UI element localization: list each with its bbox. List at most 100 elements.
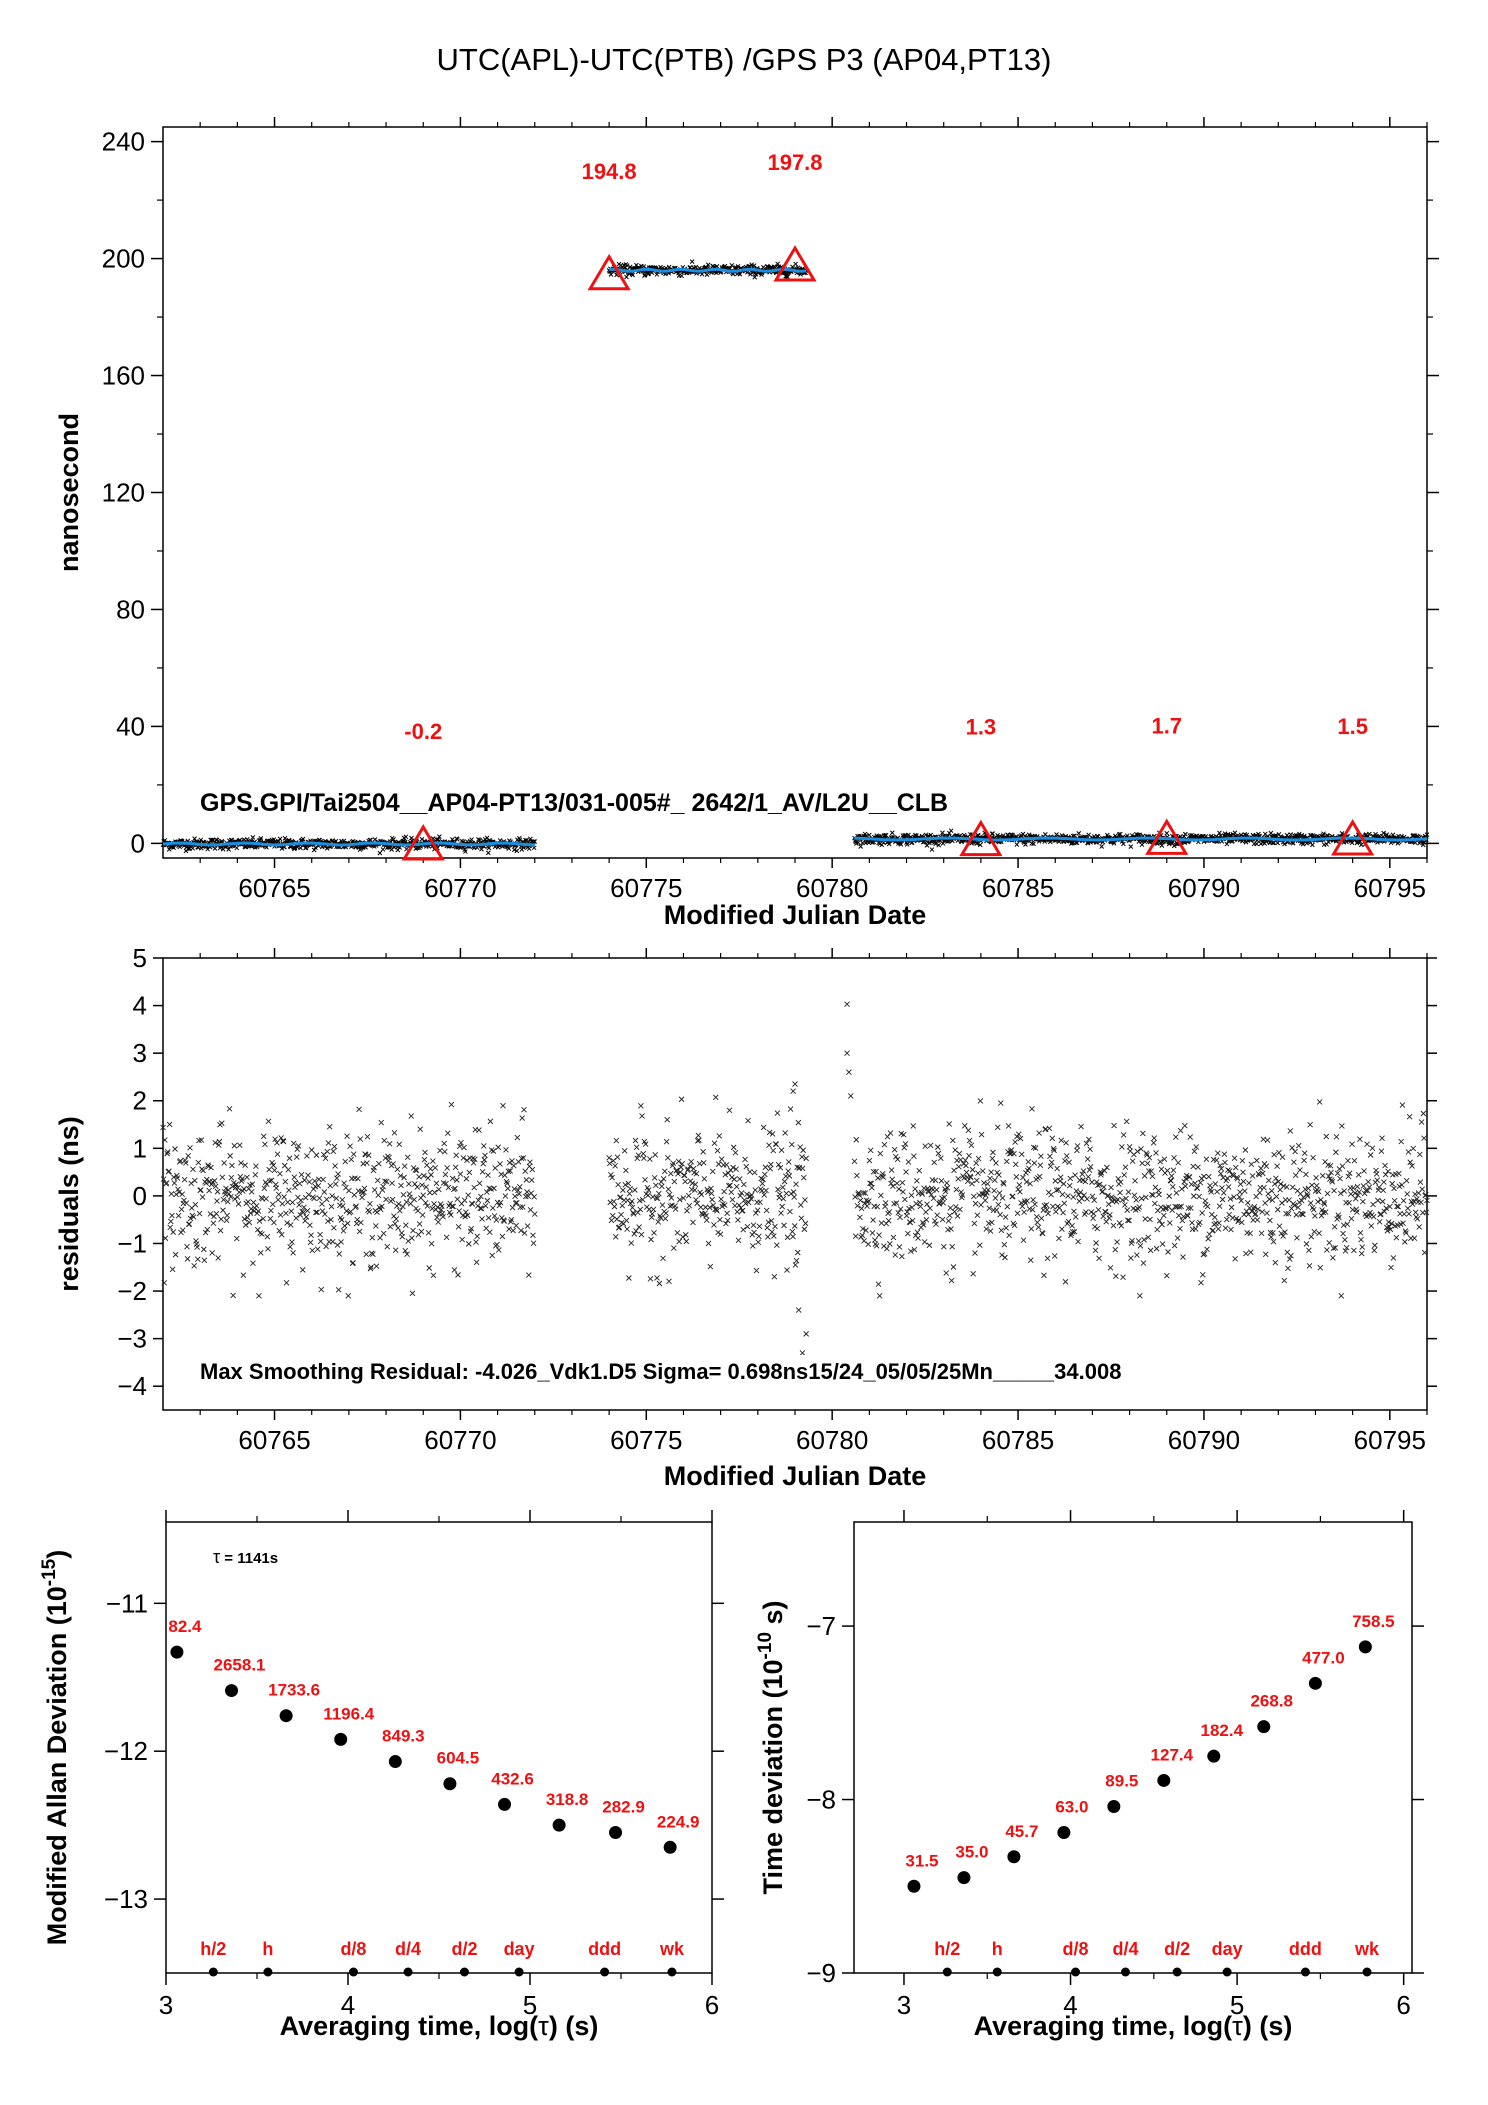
residual-point bbox=[666, 1191, 673, 1198]
residual-point bbox=[322, 1155, 329, 1162]
residual-point bbox=[1385, 1219, 1392, 1225]
residual-point bbox=[431, 1189, 438, 1196]
residual-point bbox=[1227, 1196, 1234, 1202]
residual-point bbox=[687, 1163, 693, 1169]
residual-point bbox=[383, 1178, 390, 1185]
residual-point bbox=[709, 1168, 716, 1175]
residual-point bbox=[344, 1220, 351, 1227]
annotation-background bbox=[195, 1355, 1255, 1385]
residual-point bbox=[221, 1160, 227, 1166]
residual-point bbox=[209, 1250, 215, 1256]
residual-point bbox=[262, 1141, 268, 1148]
period-marker bbox=[514, 1967, 524, 1977]
residual-point bbox=[731, 1176, 738, 1183]
residual-point bbox=[491, 1185, 497, 1192]
residual-point bbox=[1303, 1241, 1310, 1247]
residual-point bbox=[1175, 1212, 1182, 1219]
residual-point bbox=[949, 1243, 956, 1250]
residual-point bbox=[1201, 1173, 1207, 1180]
period-label: wk bbox=[1354, 1939, 1380, 1959]
residual-point bbox=[445, 1130, 451, 1137]
residual-point bbox=[651, 1229, 657, 1236]
residual-point bbox=[1063, 1140, 1069, 1146]
residual-point bbox=[1243, 1250, 1249, 1257]
residual-point bbox=[1092, 1247, 1099, 1254]
residual-point bbox=[1234, 1174, 1240, 1181]
residual-point bbox=[779, 1184, 786, 1191]
data-point bbox=[923, 832, 929, 838]
residual-point bbox=[1096, 1181, 1103, 1188]
residual-point bbox=[1150, 1139, 1157, 1146]
residual-point bbox=[506, 1159, 513, 1166]
residual-point bbox=[320, 1176, 326, 1183]
residual-point bbox=[949, 1137, 956, 1144]
data-point bbox=[1014, 842, 1020, 847]
residual-point bbox=[331, 1143, 338, 1150]
residual-point bbox=[184, 1243, 190, 1250]
residual-point bbox=[976, 1242, 983, 1249]
residual-point bbox=[1367, 1152, 1374, 1158]
residual-point bbox=[1196, 1193, 1203, 1200]
residual-point bbox=[1112, 1246, 1119, 1253]
residual-point bbox=[966, 1137, 973, 1144]
residual-point bbox=[1409, 1201, 1416, 1207]
residual-point bbox=[291, 1174, 298, 1180]
residual-point bbox=[1171, 1242, 1178, 1249]
residual-point bbox=[1352, 1190, 1358, 1196]
residual-point bbox=[1374, 1177, 1381, 1184]
residual-point bbox=[400, 1191, 407, 1198]
residual-point bbox=[1338, 1292, 1345, 1299]
residual-point bbox=[642, 1141, 649, 1147]
residual-point bbox=[287, 1244, 293, 1250]
residual-point bbox=[987, 1228, 994, 1234]
residual-point bbox=[479, 1216, 485, 1222]
residual-point bbox=[752, 1187, 759, 1193]
residual-point bbox=[266, 1178, 273, 1184]
data-point bbox=[919, 833, 925, 839]
residual-point bbox=[999, 1195, 1006, 1201]
data-point bbox=[866, 832, 872, 838]
residual-point bbox=[200, 1167, 206, 1174]
x-tick-label: 60775 bbox=[610, 1425, 682, 1455]
residual-point bbox=[859, 1232, 866, 1239]
residual-point bbox=[709, 1196, 715, 1203]
residual-point bbox=[1205, 1173, 1212, 1180]
residual-point bbox=[1089, 1179, 1095, 1185]
residual-point bbox=[785, 1159, 792, 1165]
residual-point bbox=[1141, 1236, 1147, 1243]
period-label: d/8 bbox=[340, 1939, 366, 1959]
data-point bbox=[1217, 830, 1222, 836]
residual-point bbox=[301, 1177, 308, 1183]
data-point bbox=[1057, 1825, 1071, 1839]
residual-point bbox=[1308, 1233, 1315, 1240]
residual-point bbox=[777, 1164, 784, 1171]
residual-point bbox=[226, 1191, 232, 1197]
residual-point bbox=[1164, 1167, 1171, 1174]
residual-point bbox=[653, 1195, 660, 1201]
residual-point bbox=[1203, 1156, 1210, 1163]
residual-point bbox=[1288, 1252, 1294, 1259]
residual-point bbox=[1258, 1165, 1264, 1172]
residual-point bbox=[1074, 1147, 1080, 1154]
residual-point bbox=[609, 1212, 616, 1219]
y-tick-label: −11 bbox=[106, 1588, 148, 1618]
residual-point bbox=[1046, 1125, 1053, 1132]
residual-point bbox=[1072, 1172, 1078, 1179]
residual-point bbox=[367, 1265, 374, 1272]
residual-point bbox=[681, 1172, 688, 1179]
residual-point bbox=[235, 1201, 242, 1207]
x-axis-label: Modified Julian Date bbox=[664, 1461, 927, 1491]
residual-point bbox=[489, 1252, 496, 1259]
data-point bbox=[1321, 831, 1326, 837]
residual-point bbox=[930, 1195, 937, 1202]
residual-point bbox=[866, 1198, 872, 1204]
data-point bbox=[1116, 832, 1122, 837]
residual-point bbox=[473, 1239, 479, 1245]
residual-point bbox=[1182, 1183, 1189, 1190]
data-point bbox=[775, 261, 781, 267]
residual-point bbox=[162, 1235, 169, 1242]
data-point bbox=[630, 272, 636, 278]
residual-point bbox=[713, 1206, 720, 1213]
residual-point bbox=[443, 1234, 450, 1241]
residual-point bbox=[277, 1170, 283, 1177]
